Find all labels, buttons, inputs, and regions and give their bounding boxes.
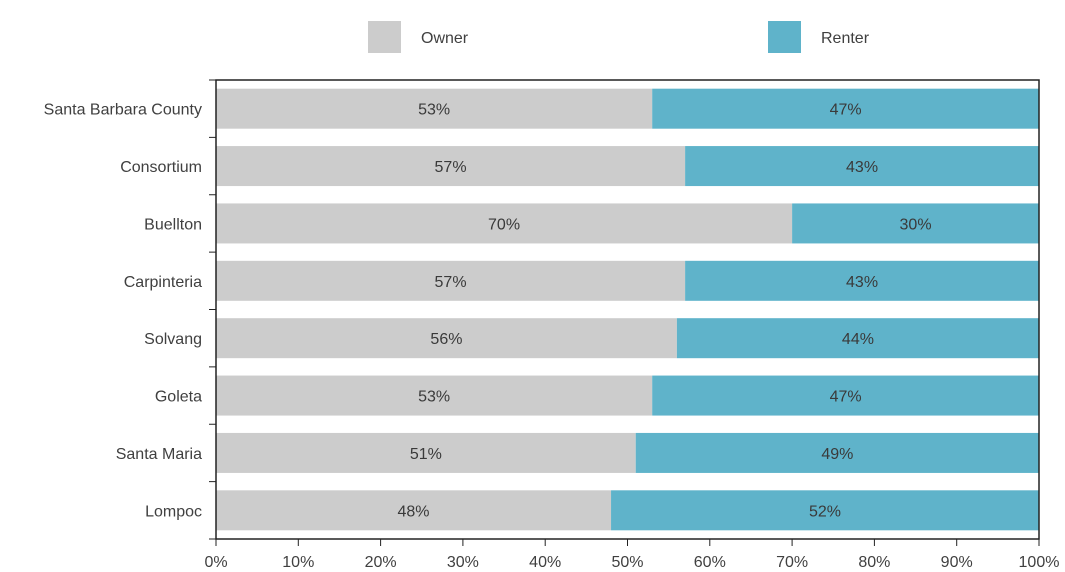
bar-renter [676, 318, 1039, 359]
legend: Owner Renter [368, 21, 870, 53]
y-tick-label: Solvang [144, 331, 202, 348]
data-label: 70% [488, 216, 520, 233]
bar-owner [216, 375, 653, 416]
data-label: 48% [398, 503, 430, 520]
data-label: 43% [846, 159, 878, 176]
data-label: 53% [418, 389, 450, 406]
bar-renter [792, 203, 1039, 244]
bar-renter [611, 490, 1039, 531]
data-label: 52% [809, 503, 841, 520]
data-label: 47% [830, 389, 862, 406]
y-tick-label: Carpinteria [124, 274, 202, 291]
bar-owner [216, 88, 653, 129]
x-tick-label: 20% [365, 554, 397, 571]
y-tick-label: Consortium [120, 159, 202, 176]
x-tick-label: 40% [529, 554, 561, 571]
bar-owner [216, 318, 677, 359]
bar-renter [685, 146, 1039, 187]
x-tick-label: 50% [611, 554, 643, 571]
data-label: 53% [418, 102, 450, 119]
data-label: 47% [830, 102, 862, 119]
bar-owner [216, 432, 636, 473]
y-tick-label: Buellton [144, 216, 202, 233]
y-tick-label: Santa Maria [116, 446, 202, 463]
data-label: 57% [435, 159, 467, 176]
data-label: 57% [435, 274, 467, 291]
bar-renter [652, 375, 1039, 416]
x-tick-label: 10% [282, 554, 314, 571]
data-label: 43% [846, 274, 878, 291]
bars: 53% 47% 57% 43% 70% 30% 57% 43% 56% 44% 53% 47% 51% 4… [216, 88, 1039, 531]
y-tick-label: Lompoc [145, 503, 202, 520]
bar-owner [216, 490, 612, 531]
bar-owner [216, 203, 793, 244]
data-label: 44% [842, 331, 874, 348]
bar-renter [635, 432, 1039, 473]
legend-swatch-owner [368, 21, 401, 53]
bar-owner [216, 260, 686, 301]
data-label: 30% [900, 216, 932, 233]
x-tick-label: 0% [204, 554, 227, 571]
data-label: 56% [430, 331, 462, 348]
data-label: 49% [821, 446, 853, 463]
legend-label-renter: Renter [821, 30, 870, 47]
y-tick-label: Santa Barbara County [44, 102, 202, 119]
x-tick-label: 30% [447, 554, 479, 571]
bar-owner [216, 146, 686, 187]
legend-swatch-renter [768, 21, 801, 53]
x-tick-label: 70% [776, 554, 808, 571]
x-tick-label: 60% [694, 554, 726, 571]
legend-label-owner: Owner [421, 30, 469, 47]
axes: Santa Barbara County Consortium Buellton Ca… [44, 79, 1060, 571]
x-tick-label: 90% [941, 554, 973, 571]
x-tick-label: 80% [858, 554, 890, 571]
data-label: 51% [410, 446, 442, 463]
x-tick-label: 100% [1019, 554, 1060, 571]
bar-renter [685, 260, 1039, 301]
bar-renter [652, 88, 1039, 129]
y-tick-label: Goleta [155, 389, 202, 406]
